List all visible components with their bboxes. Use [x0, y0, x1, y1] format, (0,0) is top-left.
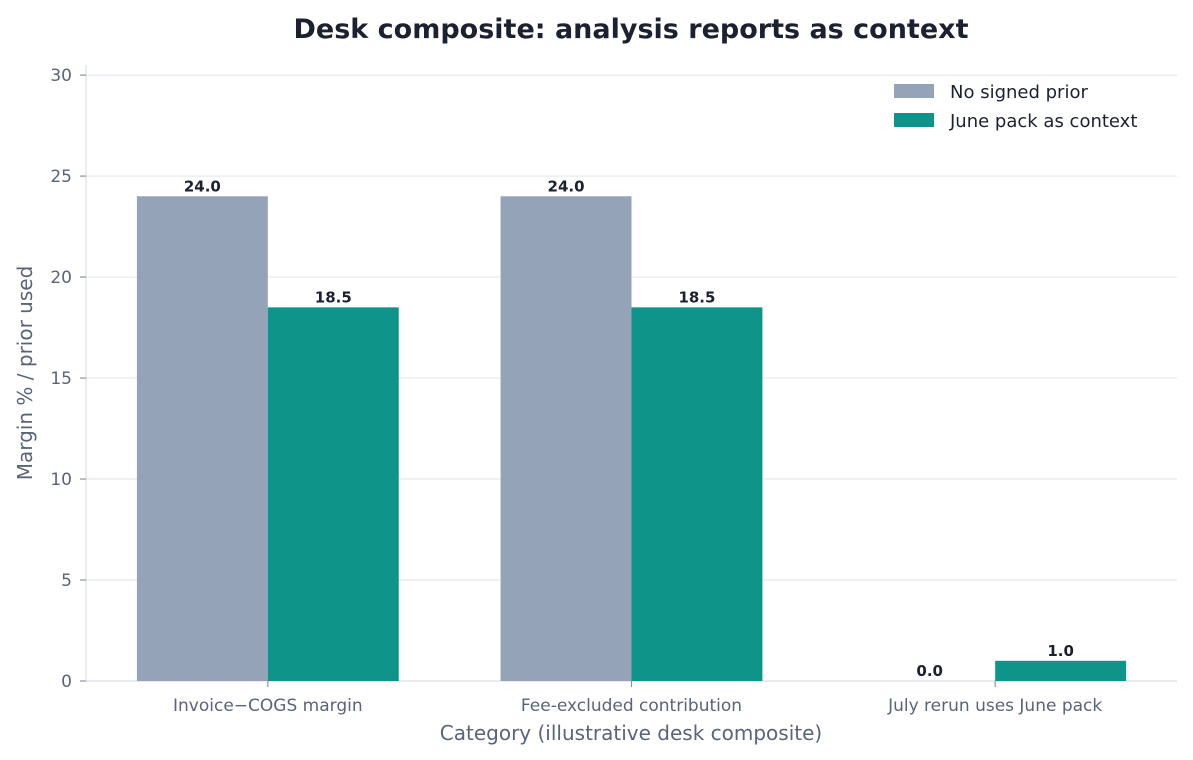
value-labels: 24.0 18.5 24.0 18.5 0.0 1.0	[184, 177, 1074, 680]
y-tick-label: 25	[50, 167, 72, 187]
bar-june-pack-0	[267, 307, 399, 681]
y-tick-label: 0	[61, 672, 72, 692]
bar-no-signed-prior-0	[136, 196, 268, 681]
y-tick-label: 30	[50, 66, 72, 86]
bars	[136, 196, 1127, 681]
y-tick-label: 5	[61, 571, 72, 591]
bar-june-pack-2	[995, 660, 1127, 681]
x-tick-label: Fee-excluded contribution	[521, 696, 742, 716]
y-axis-label: Margin % / prior used	[13, 266, 37, 481]
x-axis-ticks: Invoice−COGS margin Fee-excluded contribu…	[173, 681, 1102, 716]
legend-label-june-pack: June pack as context	[949, 111, 1137, 132]
legend-swatch-june-pack	[894, 113, 934, 127]
x-tick-label: July rerun uses June pack	[887, 696, 1102, 716]
bar-value-label: 24.0	[184, 177, 221, 195]
chart-title: Desk composite: analysis reports as cont…	[294, 14, 969, 45]
bar-value-label: 18.5	[678, 288, 715, 306]
bar-no-signed-prior-1	[500, 196, 632, 681]
legend-label-no-signed-prior: No signed prior	[950, 82, 1088, 103]
bar-value-label: 18.5	[315, 288, 352, 306]
y-axis-ticks: 0 5 10 15 20 25 30	[50, 66, 86, 692]
x-tick-label: Invoice−COGS margin	[173, 696, 363, 716]
y-tick-label: 15	[50, 369, 72, 389]
y-tick-label: 20	[50, 268, 72, 288]
bar-value-label: 24.0	[548, 177, 585, 195]
bar-june-pack-1	[631, 307, 763, 681]
bar-value-label: 1.0	[1047, 642, 1074, 660]
legend-swatch-no-signed-prior	[894, 84, 934, 98]
y-tick-label: 10	[50, 470, 72, 490]
x-axis-label: Category (illustrative desk composite)	[440, 721, 822, 745]
bar-value-label: 0.0	[916, 662, 943, 680]
legend: No signed prior June pack as context	[894, 82, 1137, 132]
